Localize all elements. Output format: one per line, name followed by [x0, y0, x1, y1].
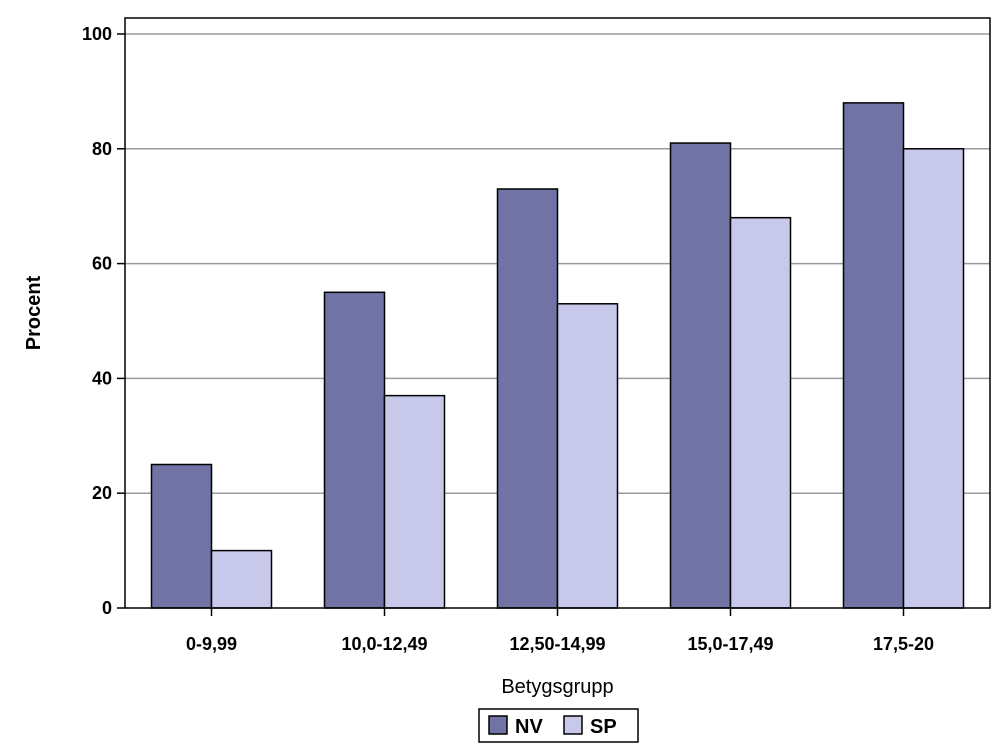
- x-axis-title: Betygsgrupp: [501, 676, 613, 698]
- legend-swatch-nv: [488, 715, 508, 735]
- x-tick-label: 0-9,99: [186, 634, 237, 654]
- bar-nv-2: [496, 188, 559, 609]
- bars: [150, 102, 965, 609]
- bar-sp-1: [383, 394, 446, 609]
- bar-sp-2: [556, 303, 619, 609]
- bar-nv-4: [842, 102, 905, 609]
- bar-sp-3: [729, 216, 792, 609]
- y-axis-title: Procent: [23, 275, 45, 350]
- bar-sp-4: [902, 148, 965, 609]
- y-tick-label: 100: [82, 24, 112, 44]
- y-tick-label: 60: [92, 254, 112, 274]
- x-tick-label: 17,5-20: [873, 634, 934, 654]
- bar-nv-3: [669, 142, 732, 609]
- x-tick-label: 15,0-17,49: [687, 634, 773, 654]
- y-tick-label: 80: [92, 139, 112, 159]
- x-tick-label: 10,0-12,49: [341, 634, 427, 654]
- bar-nv-1: [323, 291, 386, 609]
- legend: NV SP: [478, 708, 639, 743]
- legend-label-sp: SP: [590, 716, 617, 738]
- y-axis: 0 20 40 60 80 100: [82, 24, 125, 618]
- y-tick-label: 0: [102, 598, 112, 618]
- legend-label-nv: NV: [515, 716, 543, 738]
- legend-swatch-sp: [563, 715, 583, 735]
- y-tick-label: 20: [92, 483, 112, 503]
- x-axis: 0-9,99 10,0-12,49 12,50-14,99 15,0-17,49 17,…: [186, 608, 934, 654]
- y-tick-label: 40: [92, 368, 112, 388]
- bar-nv-0: [150, 463, 213, 609]
- bar-sp-0: [210, 549, 273, 609]
- x-tick-label: 12,50-14,99: [509, 634, 605, 654]
